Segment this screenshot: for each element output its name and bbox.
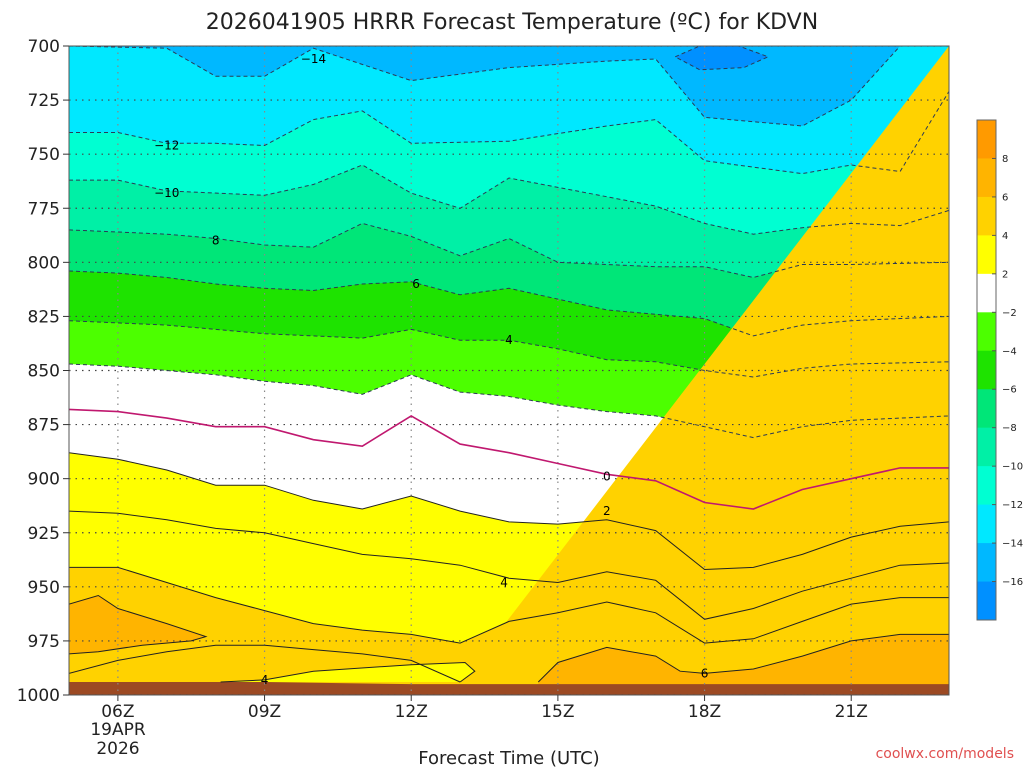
colorbar-label: −8 — [1002, 423, 1017, 434]
colorbar-swatch — [977, 312, 996, 352]
isotherm-label: 4 — [261, 673, 269, 687]
isotherm-line — [69, 222, 949, 279]
y-tick-label: 800 — [28, 253, 60, 273]
ground-surface — [69, 682, 949, 695]
x-tick-label: 15Z — [541, 702, 574, 722]
colorbar-swatch — [977, 196, 996, 236]
isotherm-line — [69, 510, 949, 620]
colorbar-frame — [976, 119, 997, 621]
colorbar-swatch — [977, 273, 996, 313]
colorbar-swatch — [977, 158, 996, 198]
colorbar-swatch — [977, 581, 996, 621]
fill-pocket-m16 — [675, 46, 769, 70]
colorbar-label: −12 — [1002, 500, 1023, 511]
isotherm-line — [69, 46, 901, 127]
isotherm-label: −10 — [154, 186, 179, 200]
colorbar-swatch — [977, 389, 996, 429]
y-tick-label: 775 — [28, 199, 60, 219]
isotherm-label: 6 — [412, 277, 420, 291]
x-tick-label: 12Z — [395, 702, 428, 722]
isotherm-line — [69, 594, 208, 655]
isotherm-line — [69, 452, 949, 571]
fill-area-6 — [538, 634, 949, 695]
plot-area: −14 −12 −10 8 6 4 0 2 4 4 6 — [68, 45, 950, 696]
colorbar-label: −6 — [1002, 385, 1017, 396]
x-tick-label: 21Z — [835, 702, 868, 722]
credit-text: coolwx.com/models — [876, 746, 1014, 762]
colorbar-label: 4 — [1002, 231, 1008, 242]
x-tick-label: 18Z — [688, 702, 721, 722]
fill-band-2 — [69, 46, 949, 695]
isotherm-line — [69, 408, 949, 510]
x-tick-label: 09Z — [248, 702, 281, 722]
isotherm-line — [220, 661, 476, 683]
ground-layer — [69, 682, 949, 695]
colorbar-swatch — [977, 235, 996, 275]
y-tick-label: 700 — [28, 37, 60, 57]
isotherm-line — [69, 270, 949, 337]
isotherm-label: 4 — [505, 333, 513, 347]
x-axis: 06Z 09Z 12Z 15Z 18Z 21Z — [101, 695, 868, 722]
x-axis-label: Forecast Time (UTC) — [418, 748, 599, 768]
y-tick-label: 850 — [28, 362, 60, 382]
colorbar-legend: 8 6 4 2 −2 −4 −6 −8 −10 −12 −14 −16 — [976, 119, 1023, 621]
isotherm-label: −12 — [154, 139, 179, 153]
colorbar-swatch — [977, 504, 996, 544]
y-tick-label: 825 — [28, 307, 60, 327]
y-tick-label: 975 — [28, 632, 60, 652]
y-axis: 700 725 750 775 800 825 850 875 900 925 950 975 1000 — [17, 37, 69, 706]
isotherm-line — [69, 320, 949, 378]
colorbar-swatch — [977, 427, 996, 467]
colorbar-swatch — [977, 543, 996, 583]
isotherm-line — [69, 90, 949, 175]
y-tick-label: 900 — [28, 470, 60, 490]
isotherm-labels: −14 −12 −10 8 6 4 0 2 4 4 6 — [154, 52, 708, 687]
x-tick-date-day: 19APR — [90, 720, 146, 740]
colorbar-label: 8 — [1002, 154, 1008, 165]
colorbar-swatch — [977, 120, 996, 159]
colorbar-label: −4 — [1002, 346, 1017, 357]
isotherm-line — [69, 566, 949, 644]
isotherm-label: −14 — [301, 52, 326, 66]
grid-lines — [69, 46, 949, 695]
isotherm-line — [69, 164, 949, 235]
isotherm-line — [69, 644, 461, 683]
x-tick-label: 06Z — [101, 702, 134, 722]
fill-pocket-7 — [69, 595, 206, 654]
isotherm-line — [537, 633, 949, 683]
isotherm-label: 0 — [603, 470, 611, 484]
fill-band-5 — [69, 46, 949, 695]
isotherm-label: 2 — [603, 504, 611, 518]
isotherm-contours — [69, 46, 949, 683]
colorbar-swatch — [977, 466, 996, 506]
colorbar-label: −14 — [1002, 539, 1023, 550]
colorbar-swatch — [977, 350, 996, 390]
isotherm-label: 8 — [212, 234, 220, 248]
y-tick-label: 1000 — [17, 686, 60, 706]
y-tick-label: 750 — [28, 145, 60, 165]
y-tick-label: 925 — [28, 524, 60, 544]
y-tick-label: 950 — [28, 578, 60, 598]
y-tick-label: 875 — [28, 416, 60, 436]
colorbar-label: −2 — [1002, 308, 1017, 319]
chart-title: 2026041905 HRRR Forecast Temperature (ºC… — [206, 10, 818, 35]
temperature-fill-bands — [69, 46, 949, 695]
colorbar-label: 6 — [1002, 192, 1008, 203]
colorbar-label: 2 — [1002, 269, 1008, 280]
x-tick-date-year: 2026 — [96, 739, 139, 759]
colorbar-label: −16 — [1002, 577, 1023, 588]
y-tick-label: 725 — [28, 91, 60, 111]
colorbar-label: −10 — [1002, 462, 1023, 473]
isotherm-label: 4 — [500, 576, 508, 590]
isotherm-label: 6 — [701, 666, 709, 680]
